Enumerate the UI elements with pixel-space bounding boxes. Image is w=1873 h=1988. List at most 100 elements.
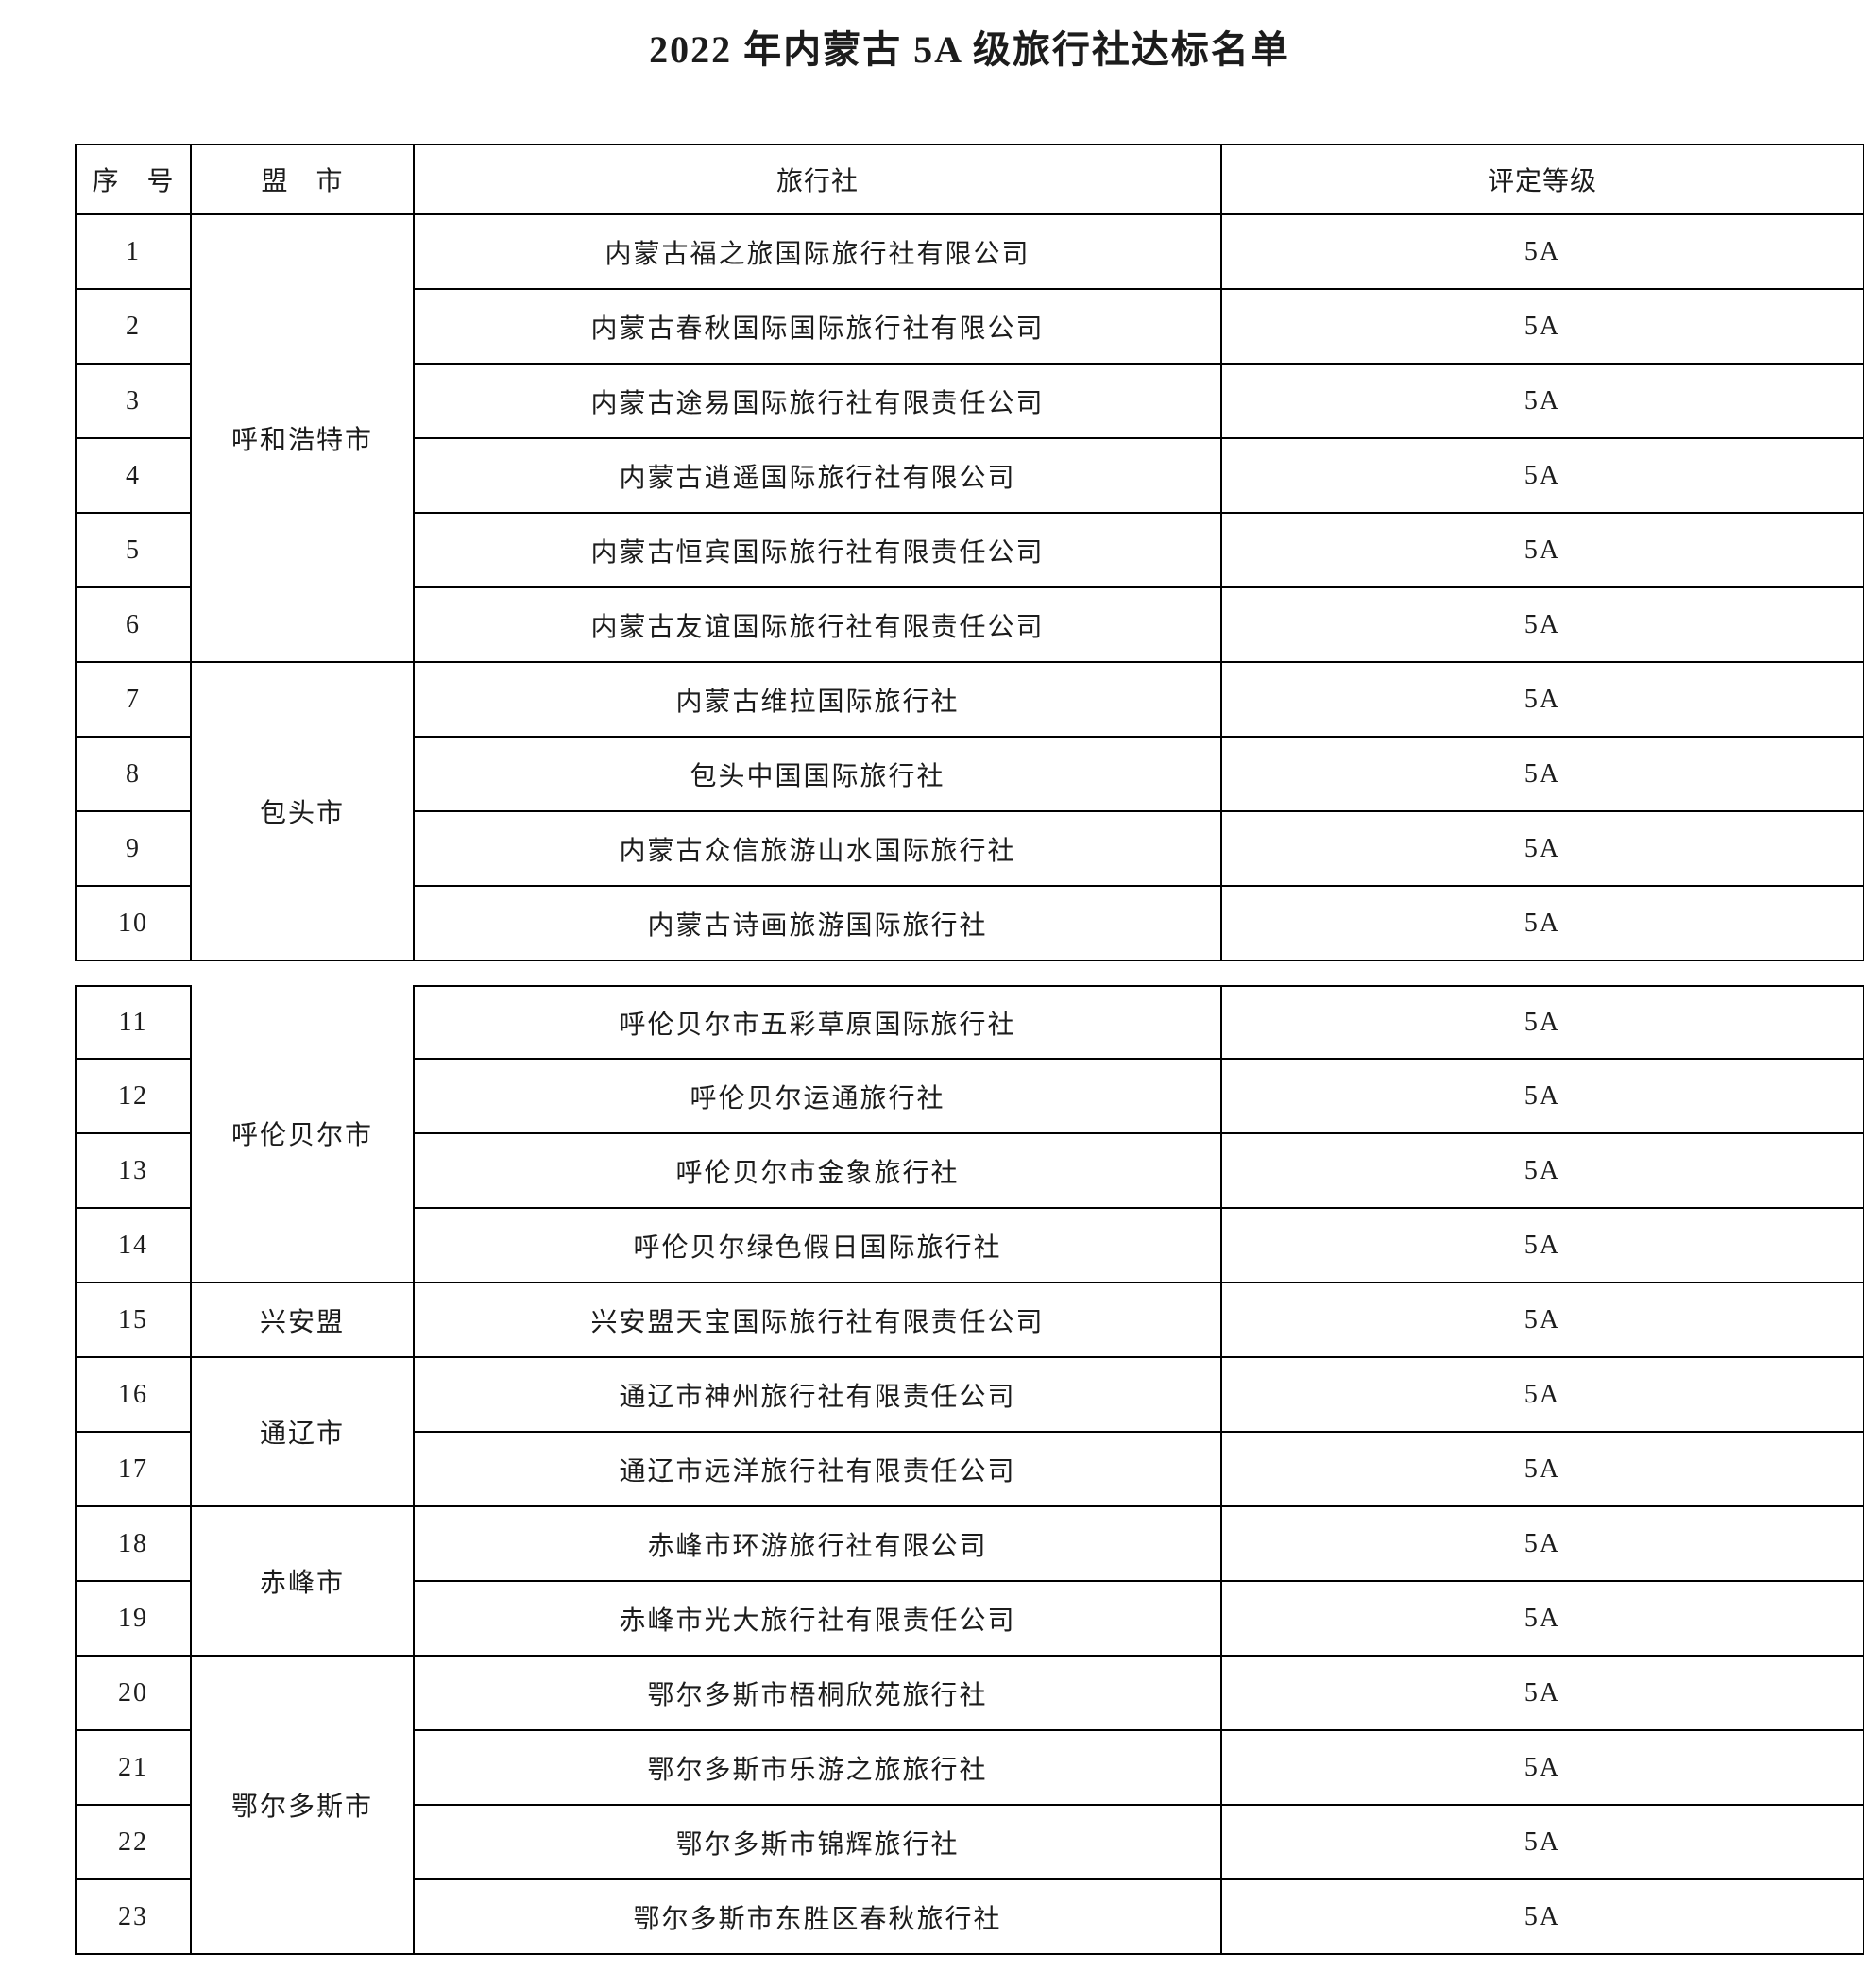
table-row: 16 通辽市 通辽市神州旅行社有限责任公司 5A <box>75 1358 1864 1507</box>
table-row: 17 通辽市远洋旅行社有限责任公司 5A <box>75 1433 1864 1507</box>
cell-serial-number: 14 <box>75 1209 192 1283</box>
cell-serial-number: 21 <box>75 1731 192 1806</box>
cell-agency: 鄂尔多斯市梧桐欣苑旅行社 <box>415 1657 1222 1731</box>
table-row: 19 赤峰市光大旅行社有限责任公司 5A <box>75 1582 1864 1657</box>
cell-grade: 5A <box>1222 439 1864 514</box>
table-row: 5 内蒙古恒宾国际旅行社有限责任公司 5A <box>75 514 1864 588</box>
cell-region: 呼伦贝尔市 <box>192 985 415 1283</box>
cell-agency: 内蒙古逍遥国际旅行社有限公司 <box>415 439 1222 514</box>
table-row: 14 呼伦贝尔绿色假日国际旅行社 5A <box>75 1209 1864 1283</box>
cell-grade: 5A <box>1222 738 1864 812</box>
cell-serial-number: 17 <box>75 1433 192 1507</box>
table-row: 10 内蒙古诗画旅游国际旅行社 5A <box>75 887 1864 961</box>
cell-grade: 5A <box>1222 1433 1864 1507</box>
table-row: 6 内蒙古友谊国际旅行社有限责任公司 5A <box>75 588 1864 663</box>
cell-agency: 内蒙古途易国际旅行社有限责任公司 <box>415 365 1222 439</box>
cell-serial-number: 2 <box>75 290 192 365</box>
cell-agency: 呼伦贝尔市五彩草原国际旅行社 <box>415 985 1222 1060</box>
cell-agency: 内蒙古众信旅游山水国际旅行社 <box>415 812 1222 887</box>
cell-serial-number: 19 <box>75 1582 192 1657</box>
cell-grade: 5A <box>1222 1209 1864 1283</box>
cell-serial-number: 5 <box>75 514 192 588</box>
cell-grade: 5A <box>1222 812 1864 887</box>
cell-grade: 5A <box>1222 1582 1864 1657</box>
cell-agency: 内蒙古恒宾国际旅行社有限责任公司 <box>415 514 1222 588</box>
cell-region: 赤峰市 <box>192 1507 415 1657</box>
cell-agency: 兴安盟天宝国际旅行社有限责任公司 <box>415 1283 1222 1358</box>
cell-agency: 内蒙古维拉国际旅行社 <box>415 663 1222 738</box>
cell-serial-number: 9 <box>75 812 192 887</box>
cell-grade: 5A <box>1222 1060 1864 1134</box>
cell-serial-number: 3 <box>75 365 192 439</box>
table-row: 8 包头中国国际旅行社 5A <box>75 738 1864 812</box>
cell-grade: 5A <box>1222 1880 1864 1955</box>
cell-grade: 5A <box>1222 985 1864 1060</box>
cell-region: 通辽市 <box>192 1358 415 1507</box>
table-row: 3 内蒙古途易国际旅行社有限责任公司 5A <box>75 365 1864 439</box>
table-row: 4 内蒙古逍遥国际旅行社有限公司 5A <box>75 439 1864 514</box>
header-row: 序 号盟 市旅行社 评定等级 <box>75 144 1864 215</box>
cell-grade: 5A <box>1222 1358 1864 1433</box>
cell-serial-number: 20 <box>75 1657 192 1731</box>
cell-serial-number: 6 <box>75 588 192 663</box>
cell-agency: 呼伦贝尔运通旅行社 <box>415 1060 1222 1134</box>
cell-agency: 鄂尔多斯市乐游之旅旅行社 <box>415 1731 1222 1806</box>
cell-serial-number: 23 <box>75 1880 192 1955</box>
table-body-1: 序 号盟 市旅行社 评定等级 1 呼和浩特市 内蒙古福之旅国际旅行社有限公司 5A 2 内蒙古… <box>75 144 1864 961</box>
cell-agency: 赤峰市环游旅行社有限公司 <box>415 1507 1222 1582</box>
table-row: 7 包头市 内蒙古维拉国际旅行社 5A <box>75 663 1864 961</box>
col-header-agency: 旅行社 <box>415 144 1222 215</box>
agencies-table-part-1: 序 号盟 市旅行社 评定等级 1 呼和浩特市 内蒙古福之旅国际旅行社有限公司 5A 2 内蒙古… <box>75 144 1864 961</box>
cell-grade: 5A <box>1222 290 1864 365</box>
cell-serial-number: 11 <box>75 985 192 1060</box>
cell-serial-number: 16 <box>75 1358 192 1433</box>
col-header-index: 序 号 <box>75 144 192 215</box>
cell-grade: 5A <box>1222 514 1864 588</box>
cell-grade: 5A <box>1222 1134 1864 1209</box>
table-body-2: 11 呼伦贝尔市 呼伦贝尔市五彩草原国际旅行社 5A 12 呼伦贝尔运通旅行社 5A 13 呼伦… <box>75 985 1864 1955</box>
table-row: 12 呼伦贝尔运通旅行社 5A <box>75 1060 1864 1134</box>
agencies-table-part-2: 11 呼伦贝尔市 呼伦贝尔市五彩草原国际旅行社 5A 12 呼伦贝尔运通旅行社 5A 13 呼伦… <box>75 985 1864 1955</box>
cell-grade: 5A <box>1222 1283 1864 1358</box>
cell-serial-number: 13 <box>75 1134 192 1209</box>
table-row: 2 内蒙古春秋国际国际旅行社有限公司 5A <box>75 290 1864 365</box>
table-row: 15 兴安盟 兴安盟天宝国际旅行社有限责任公司 5A <box>75 1283 1864 1358</box>
cell-agency: 呼伦贝尔市金象旅行社 <box>415 1134 1222 1209</box>
table-row: 13 呼伦贝尔市金象旅行社 5A <box>75 1134 1864 1209</box>
cell-serial-number: 12 <box>75 1060 192 1134</box>
cell-serial-number: 10 <box>75 887 192 961</box>
cell-serial-number: 8 <box>75 738 192 812</box>
table-row: 22 鄂尔多斯市锦辉旅行社 5A <box>75 1806 1864 1880</box>
cell-grade: 5A <box>1222 1806 1864 1880</box>
cell-agency: 赤峰市光大旅行社有限责任公司 <box>415 1582 1222 1657</box>
cell-grade: 5A <box>1222 1657 1864 1731</box>
cell-serial-number: 15 <box>75 1283 192 1358</box>
cell-grade: 5A <box>1222 1731 1864 1806</box>
table-row: 1 呼和浩特市 内蒙古福之旅国际旅行社有限公司 5A <box>75 215 1864 663</box>
table-row: 9 内蒙古众信旅游山水国际旅行社 5A <box>75 812 1864 887</box>
col-header-grade: 评定等级 <box>1222 144 1864 215</box>
cell-serial-number: 4 <box>75 439 192 514</box>
cell-agency: 内蒙古友谊国际旅行社有限责任公司 <box>415 588 1222 663</box>
cell-serial-number: 22 <box>75 1806 192 1880</box>
cell-region: 呼和浩特市 <box>192 215 415 663</box>
cell-grade: 5A <box>1222 1507 1864 1582</box>
page-title: 2022 年内蒙古 5A 级旅行社达标名单 <box>649 28 1290 71</box>
cell-agency: 内蒙古诗画旅游国际旅行社 <box>415 887 1222 961</box>
table-row: 18 赤峰市 赤峰市环游旅行社有限公司 5A <box>75 1507 1864 1657</box>
cell-agency: 鄂尔多斯市锦辉旅行社 <box>415 1806 1222 1880</box>
cell-grade: 5A <box>1222 365 1864 439</box>
cell-grade: 5A <box>1222 663 1864 738</box>
table-row: 11 呼伦贝尔市 呼伦贝尔市五彩草原国际旅行社 5A <box>75 985 1864 1283</box>
cell-agency: 内蒙古福之旅国际旅行社有限公司 <box>415 215 1222 290</box>
cell-grade: 5A <box>1222 887 1864 961</box>
cell-agency: 通辽市远洋旅行社有限责任公司 <box>415 1433 1222 1507</box>
cell-serial-number: 18 <box>75 1507 192 1582</box>
cell-agency: 包头中国国际旅行社 <box>415 738 1222 812</box>
cell-region: 鄂尔多斯市 <box>192 1657 415 1955</box>
cell-region: 兴安盟 <box>192 1283 415 1358</box>
cell-agency: 呼伦贝尔绿色假日国际旅行社 <box>415 1209 1222 1283</box>
cell-grade: 5A <box>1222 588 1864 663</box>
cell-grade: 5A <box>1222 215 1864 290</box>
